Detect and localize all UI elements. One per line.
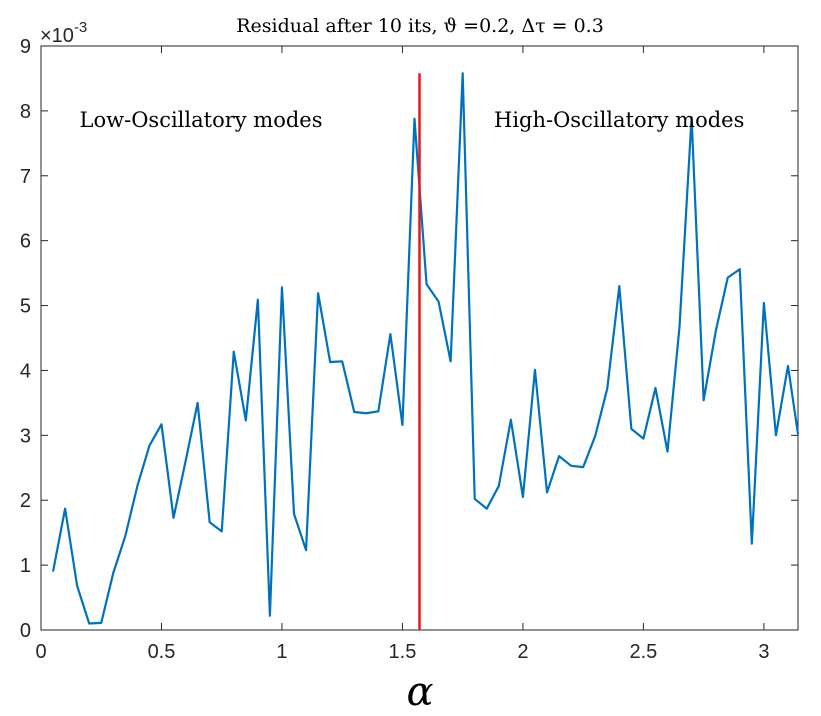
x-tick-label: 0.5: [148, 641, 176, 663]
axis-ticks: [40, 45, 798, 631]
residual-series-line: [51, 72, 800, 625]
y-tick-label: 9: [20, 36, 31, 58]
y-tick-label: 4: [20, 360, 31, 382]
chart-title: Residual after 10 its, ϑ =0.2, Δτ = 0.3: [236, 15, 604, 37]
annotations: Low-Oscillatory modes High-Oscillatory mo…: [80, 108, 745, 132]
x-tick-label: 0: [35, 641, 46, 663]
y-tick-label: 7: [20, 166, 31, 188]
x-tick-label: 2.5: [629, 641, 657, 663]
mode-annotation: Low-Oscillatory modes: [80, 108, 323, 132]
mode-annotation: High-Oscillatory modes: [494, 108, 744, 132]
tick-labels: 0 0.5 1 1.5 2 2.5 3 0 1 2 3 4 5 6 7 8 9: [20, 36, 770, 663]
x-tick-label: 1.5: [389, 641, 417, 663]
y-tick-label: 8: [20, 101, 31, 123]
x-tick-label: 3: [758, 641, 769, 663]
svg-text:×10-3: ×10-3: [40, 19, 87, 47]
y-scale-base: ×10: [40, 25, 74, 47]
y-tick-label: 1: [20, 555, 31, 577]
data-series: [51, 72, 800, 630]
y-tick-label: 5: [20, 296, 31, 318]
x-tick-label: 2: [517, 641, 528, 663]
y-scale-exponent: -3: [74, 19, 87, 36]
x-tick-label: 1: [276, 641, 287, 663]
y-axis-scale-factor: ×10-3: [40, 19, 87, 47]
y-tick-label: 2: [20, 490, 31, 512]
y-tick-label: 0: [20, 620, 31, 642]
x-axis-label: α: [406, 669, 433, 715]
y-tick-label: 6: [20, 231, 31, 253]
y-tick-label: 3: [20, 425, 31, 447]
